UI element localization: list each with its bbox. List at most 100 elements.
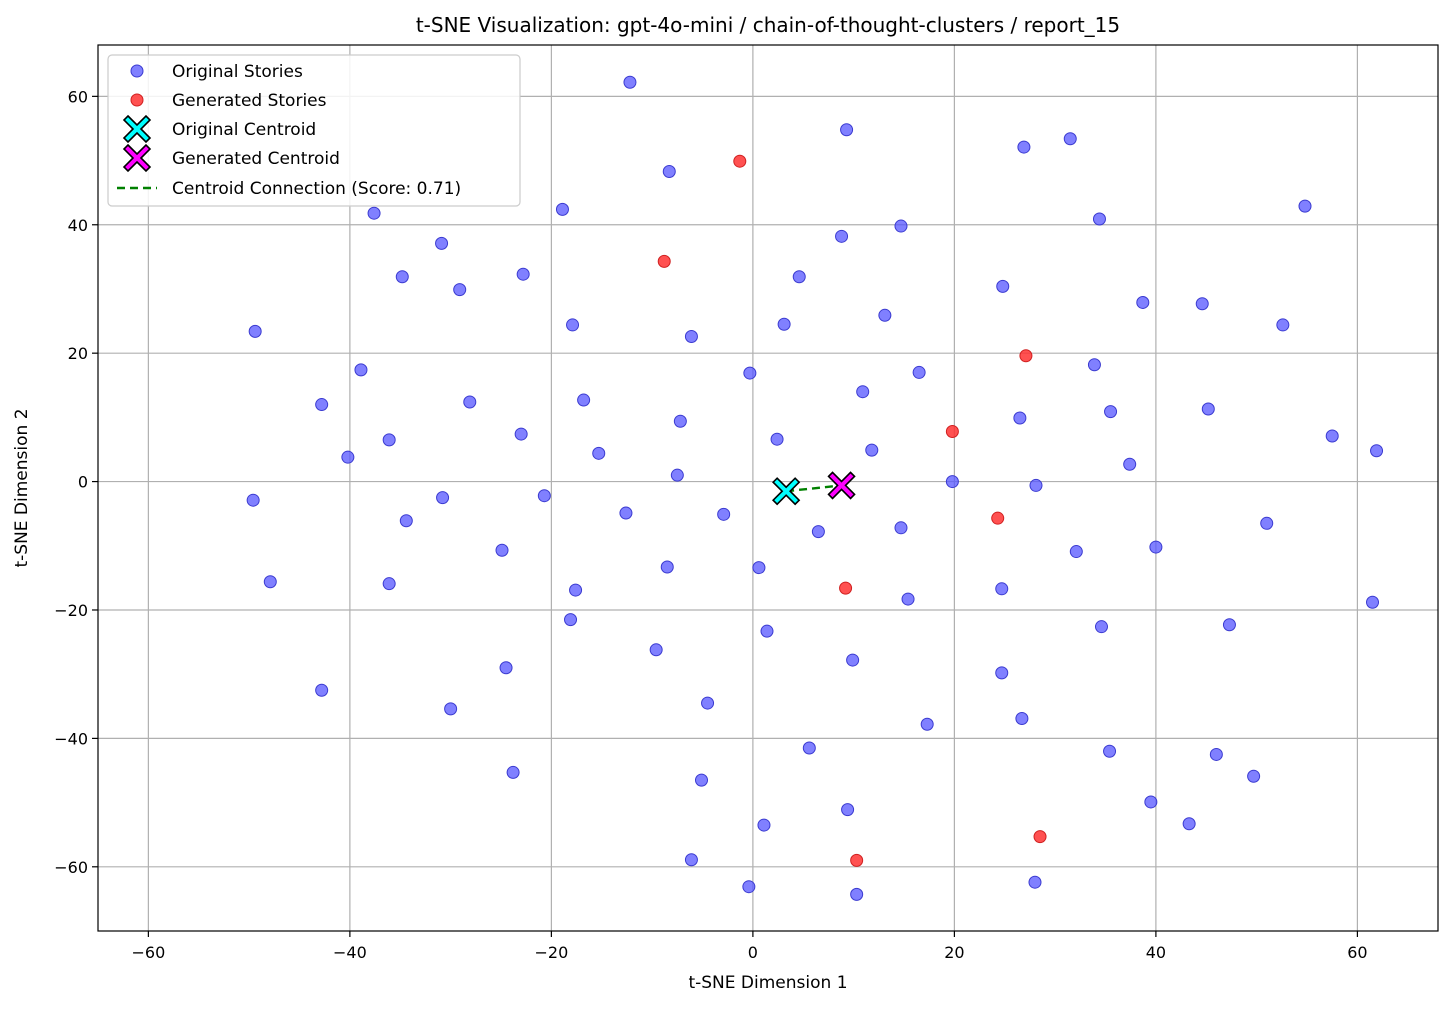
original-story-point [1247, 769, 1261, 783]
legend-label-generated-centroid: Generated Centroid [172, 149, 340, 169]
original-story-point [912, 365, 926, 379]
legend-label-original-stories: Original Stories [172, 62, 303, 82]
original-story-point [1276, 318, 1290, 332]
legend-marker-generated-stories [130, 93, 144, 107]
original-story-point [743, 366, 757, 380]
original-story-point [1260, 516, 1274, 530]
generated-story-point [991, 511, 1005, 525]
original-story-point [341, 450, 355, 464]
centroid-markers-layer [772, 471, 856, 506]
original-story-point [1201, 402, 1215, 416]
generated-story-point [850, 853, 864, 867]
generated-story-point [1033, 830, 1047, 844]
original-story-point [453, 283, 467, 297]
original-story-point [995, 666, 1009, 680]
original-story-point [850, 887, 864, 901]
original-story-point [1087, 358, 1101, 372]
original-story-point [770, 432, 784, 446]
original-story-point [752, 561, 766, 575]
original-story-point [811, 525, 825, 539]
original-story-point [1029, 478, 1043, 492]
original-story-point [1013, 411, 1027, 425]
grid-lines [98, 45, 1438, 931]
original-story-point [619, 506, 633, 520]
original-story-point [564, 613, 578, 627]
original-story-point [894, 521, 908, 535]
original-story-point [395, 270, 409, 284]
original-story-point [878, 308, 892, 322]
chart-legend: Original Stories Generated Stories Origi… [107, 54, 521, 207]
original-story-point [1366, 595, 1380, 609]
original-story-point [760, 624, 774, 638]
original-story-point [569, 583, 583, 597]
original-story-point [894, 219, 908, 233]
original-story-point [382, 433, 396, 447]
original-story-point [444, 702, 458, 716]
legend-box [107, 54, 521, 207]
centroid-connection-line [786, 484, 842, 493]
original-story-point [670, 468, 684, 482]
original-story-point [742, 880, 756, 894]
original-story-point [1017, 140, 1031, 154]
y-tick-label: −40 [54, 729, 88, 748]
original-story-point [555, 202, 569, 216]
original-story-point [920, 717, 934, 731]
original-story-point [1325, 429, 1339, 443]
legend-marker-original-stories [130, 64, 144, 78]
generated-story-point [657, 254, 671, 268]
y-axis-label: t-SNE Dimension 2 [12, 408, 32, 567]
original-story-point [499, 661, 513, 675]
legend-label-centroid-connection: Centroid Connection (Score: 0.71) [172, 179, 461, 199]
legend-label-original-centroid: Original Centroid [172, 120, 316, 140]
chart-title: t-SNE Visualization: gpt-4o-mini / chain… [416, 13, 1120, 37]
plot-frame [97, 44, 1439, 932]
original-story-point [835, 229, 849, 243]
original-story-point [701, 696, 715, 710]
original-story-point [792, 270, 806, 284]
original-story-point [1094, 620, 1108, 634]
legend-marker-generated-centroid [122, 143, 152, 173]
original-story-point [463, 395, 477, 409]
original-story-point [1092, 212, 1106, 226]
y-tick-label: 40 [68, 216, 88, 235]
x-tick-label: −20 [535, 943, 569, 962]
generated-story-point [839, 581, 853, 595]
generated-story-point [733, 154, 747, 168]
original-story-point [435, 236, 449, 250]
original-story-point [1028, 875, 1042, 889]
original-story-point [1209, 747, 1223, 761]
y-tick-label: −60 [54, 858, 88, 877]
original-story-point [506, 765, 520, 779]
original-story-point [592, 446, 606, 460]
original-story-point [757, 818, 771, 832]
y-tick-label: 20 [68, 344, 88, 363]
original-story-point [945, 475, 959, 489]
y-tick-label: 60 [68, 87, 88, 106]
original-story-point [840, 123, 854, 137]
original-story-point [1123, 457, 1137, 471]
original-story-point [649, 643, 663, 657]
original-story-point [382, 577, 396, 591]
x-tick-label: −40 [333, 943, 367, 962]
data-points-layer [246, 75, 1384, 901]
original-story-point [514, 427, 528, 441]
original-story-point [248, 324, 262, 338]
x-axis-label: t-SNE Dimension 1 [688, 973, 847, 993]
original-story-point [660, 560, 674, 574]
original-story-point [1069, 545, 1083, 559]
legend-label-generated-stories: Generated Stories [172, 91, 327, 111]
y-tick-label: 0 [78, 473, 88, 492]
x-tick-label: −60 [131, 943, 165, 962]
x-tick-label: 60 [1347, 943, 1367, 962]
original-story-point [577, 393, 591, 407]
original-story-point [673, 414, 687, 428]
generated-centroid-marker [827, 471, 856, 500]
original-story-point [399, 514, 413, 528]
original-story-point [901, 592, 915, 606]
original-story-point [856, 385, 870, 399]
original-story-point [246, 493, 260, 507]
generated-story-point [945, 425, 959, 439]
original-story-point [1149, 540, 1163, 554]
original-story-point [1144, 795, 1158, 809]
